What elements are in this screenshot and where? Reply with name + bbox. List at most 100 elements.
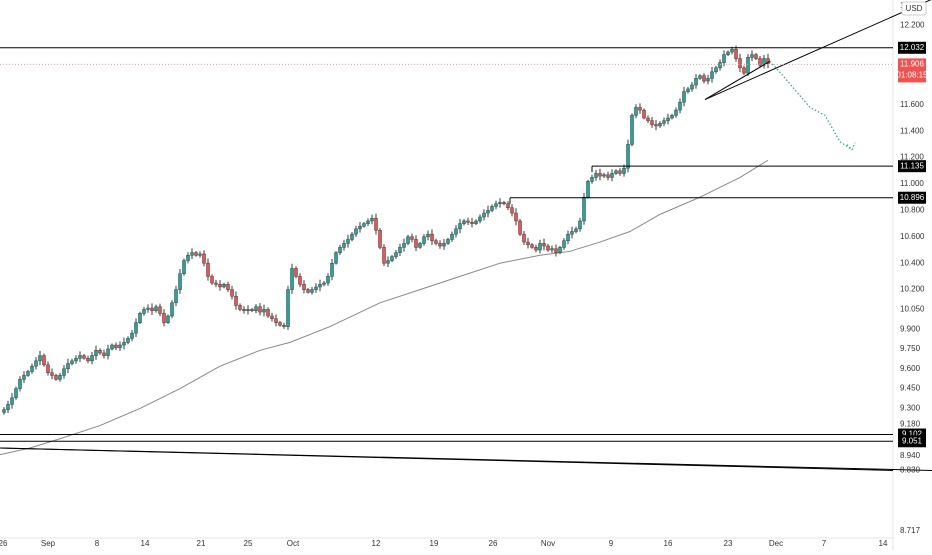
time-tick-label: 12 bbox=[372, 539, 381, 548]
candle-body bbox=[670, 115, 674, 119]
candle-body bbox=[654, 124, 658, 127]
candle-body bbox=[274, 318, 278, 323]
price-tick-label: 8.830 bbox=[900, 466, 921, 475]
candle-body bbox=[98, 350, 102, 354]
candle-body bbox=[586, 181, 590, 198]
candle-body bbox=[286, 289, 290, 327]
candle-body bbox=[122, 342, 126, 346]
candle-body bbox=[606, 174, 610, 178]
candle-body bbox=[394, 252, 398, 257]
candle-body bbox=[434, 240, 438, 244]
candle-body bbox=[142, 309, 146, 314]
level-badge-label: 11.135 bbox=[900, 161, 924, 170]
candle-body bbox=[714, 67, 718, 73]
price-tick-label: 11.000 bbox=[900, 179, 924, 188]
candle-body bbox=[306, 289, 310, 293]
candle-body bbox=[646, 117, 650, 121]
time-tick-label: Nov bbox=[541, 539, 555, 548]
time-axis[interactable]: 26 Sep 8 14 21 25 Oct 12 19 26 Nov 9 16 23 Dec 7 14 bbox=[0, 539, 888, 548]
candle-body bbox=[694, 78, 698, 86]
candle-body bbox=[478, 216, 482, 222]
trendline-base[interactable] bbox=[704, 60, 771, 100]
candle-body bbox=[166, 315, 170, 323]
candle-body bbox=[358, 225, 362, 230]
candles-layer bbox=[2, 45, 770, 415]
candle-body bbox=[398, 247, 402, 253]
candle-body bbox=[94, 350, 98, 356]
candle-body bbox=[174, 289, 178, 304]
candle-body bbox=[590, 177, 594, 182]
candle-body bbox=[706, 78, 710, 82]
candle-body bbox=[138, 313, 142, 323]
projection-path[interactable] bbox=[769, 60, 853, 151]
candle-body bbox=[162, 313, 166, 323]
candle-body bbox=[726, 51, 730, 55]
price-tick-label: 11.400 bbox=[900, 126, 924, 135]
candle-body bbox=[718, 62, 722, 69]
candle-body bbox=[62, 368, 66, 376]
trendline-support[interactable] bbox=[0, 447, 894, 471]
candle-body bbox=[750, 54, 754, 58]
candle-body bbox=[522, 233, 526, 243]
time-tick-label: 25 bbox=[244, 539, 253, 548]
candle-body bbox=[474, 220, 478, 224]
candle-body bbox=[158, 306, 162, 314]
candle-body bbox=[746, 57, 750, 74]
current-price-label: 11.906 bbox=[900, 60, 924, 69]
time-tick-label: 14 bbox=[141, 539, 150, 548]
candle-body bbox=[350, 233, 354, 240]
candle-body bbox=[526, 241, 530, 245]
candle-body bbox=[26, 371, 30, 376]
candle-body bbox=[186, 255, 190, 261]
candle-body bbox=[550, 248, 554, 251]
candle-body bbox=[610, 173, 614, 178]
candle-body bbox=[30, 365, 34, 372]
candle-body bbox=[22, 375, 26, 380]
candle-body bbox=[546, 245, 550, 251]
candle-countdown: 01:08:15 bbox=[896, 71, 928, 80]
candle-body bbox=[370, 218, 374, 222]
price-axis[interactable]: 12.20011.80011.60011.40011.20011.00010.8… bbox=[900, 1, 927, 535]
moving-average-line bbox=[0, 159, 769, 456]
candle-body bbox=[730, 49, 734, 53]
currency-label: USD bbox=[906, 4, 923, 13]
candle-body bbox=[534, 247, 538, 251]
candle-body bbox=[418, 243, 422, 248]
candle-body bbox=[390, 256, 394, 261]
candle-body bbox=[738, 58, 742, 69]
candle-body bbox=[446, 239, 450, 244]
candle-body bbox=[190, 252, 194, 256]
candle-body bbox=[10, 397, 14, 405]
candle-body bbox=[574, 228, 578, 232]
candle-body bbox=[470, 222, 474, 224]
candle-body bbox=[438, 243, 442, 247]
candle-body bbox=[578, 220, 582, 230]
candle-body bbox=[150, 307, 154, 311]
candle-body bbox=[322, 282, 326, 285]
candle-body bbox=[530, 244, 534, 248]
currency-button[interactable]: USD bbox=[901, 1, 927, 16]
candle-body bbox=[246, 309, 250, 311]
candle-body bbox=[366, 220, 370, 224]
candle-body bbox=[78, 355, 82, 359]
time-tick-label: 19 bbox=[430, 539, 439, 548]
candle-body bbox=[14, 388, 18, 399]
candle-body bbox=[742, 67, 746, 74]
candle-body bbox=[658, 123, 662, 127]
candle-body bbox=[622, 167, 626, 174]
trendline-rising-channel[interactable] bbox=[704, 0, 932, 100]
level-badge bbox=[898, 191, 926, 204]
candle-body bbox=[126, 338, 130, 343]
current-price-badge bbox=[898, 58, 926, 83]
candle-body bbox=[318, 284, 322, 288]
candle-body bbox=[602, 174, 606, 177]
drawings-layer[interactable] bbox=[0, 0, 932, 471]
candle-body bbox=[270, 315, 274, 319]
price-tick-label: 10.400 bbox=[900, 258, 925, 267]
level-badge-label: 9.051 bbox=[902, 436, 923, 445]
candle-body bbox=[562, 240, 566, 248]
candle-body bbox=[638, 107, 642, 111]
level-badge bbox=[898, 41, 926, 54]
